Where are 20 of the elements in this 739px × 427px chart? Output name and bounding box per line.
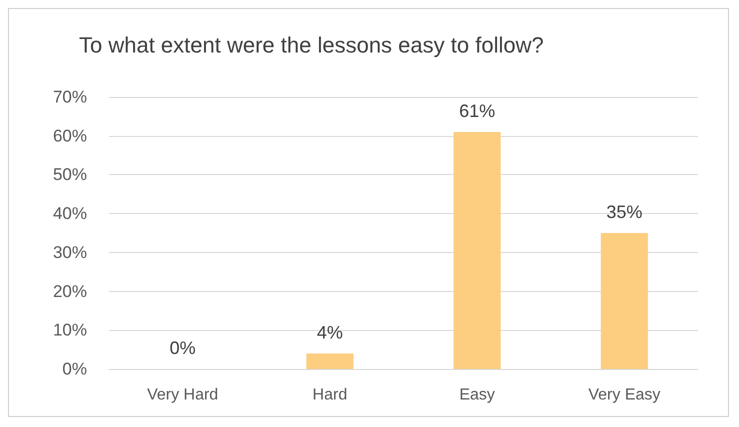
x-tick-label: Very Hard: [147, 386, 218, 404]
chart-title: To what extent were the lessons easy to follow?: [79, 32, 544, 58]
x-tick-label: Easy: [459, 386, 495, 404]
y-tick-label: 60%: [52, 126, 87, 146]
y-tick-label: 50%: [52, 165, 87, 184]
y-tick-label: 0%: [62, 360, 87, 378]
data-label: 4%: [316, 322, 343, 342]
data-label: 35%: [606, 202, 642, 222]
bar: [306, 353, 354, 369]
y-tick-label: 40%: [52, 204, 87, 224]
y-tick-label: 10%: [52, 320, 87, 340]
x-tick-label: Very Easy: [588, 386, 660, 404]
bar: [600, 233, 648, 369]
x-tick-label: Hard: [312, 386, 348, 404]
bar: [454, 132, 501, 369]
y-tick-label: 20%: [52, 282, 87, 301]
y-tick-label: 70%: [52, 88, 87, 106]
data-label: 61%: [459, 100, 496, 121]
data-label: 0%: [170, 338, 196, 358]
y-tick-label: 30%: [52, 242, 87, 262]
